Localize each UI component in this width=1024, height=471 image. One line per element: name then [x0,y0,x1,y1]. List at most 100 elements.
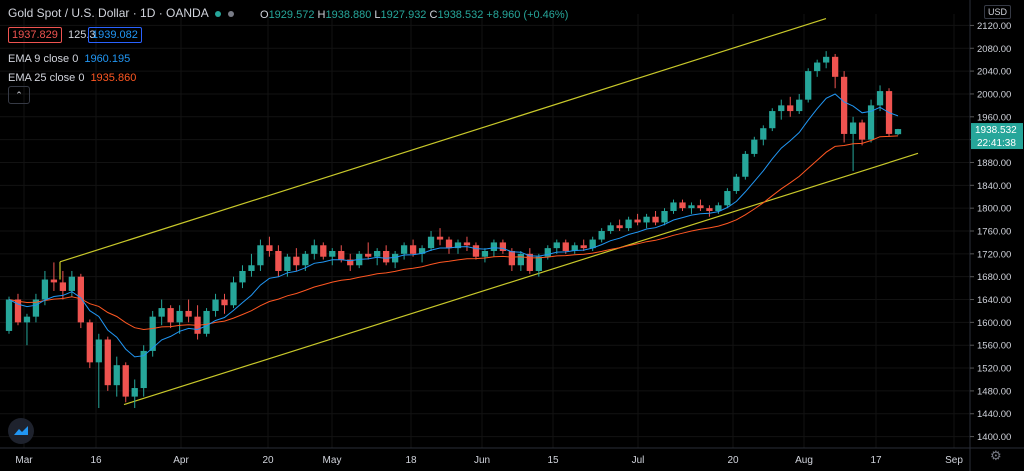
candle-body [418,248,426,254]
price-tick-label: 1960.00 [977,112,1011,123]
last-price-tag-bg [971,123,1023,150]
candle-body [140,350,147,389]
candle-body [760,128,767,140]
market-status-icon [215,10,222,17]
candle-body [230,282,237,306]
candle-body [427,236,435,249]
ema25-label: EMA 25 close 0 [8,72,85,84]
candle-body [50,279,58,283]
currency-label[interactable]: USD [984,5,1012,19]
chevron-up-icon[interactable]: ⌃ [8,86,30,104]
buy-price-button[interactable]: 1939.082 [88,27,142,43]
candle-body [580,245,587,249]
candle-body [77,276,84,323]
candle-body [302,253,309,266]
countdown-label: 22:41:38 [977,138,1016,149]
candle-body [472,245,480,257]
last-price-label: 1938.532 [975,125,1017,136]
time-axis[interactable]: Mar 16 Apr 20 May 18 Jun 15 Jul 20 Aug 17 Sep [0,447,1024,466]
time-tick-label: 20 [262,455,274,466]
candle-body [32,299,40,317]
price-tick-label: 1560.00 [977,341,1011,352]
candle-body [571,245,578,251]
candle-body [616,225,623,229]
price-tick-label: 2040.00 [977,67,1011,78]
candle-body [751,139,758,154]
price-tick-label: 2080.00 [977,44,1011,55]
candle-body [293,256,300,266]
channel-lower-line [123,152,919,406]
gear-icon[interactable]: ⚙ [990,448,1002,463]
time-tick-label: 17 [870,455,882,466]
time-tick-label: May [323,455,342,466]
candle-body [248,265,255,271]
candle-body [670,202,677,212]
candle-body [481,250,489,257]
price-tick-label: 1760.00 [977,227,1011,238]
candle-body [275,250,282,271]
candle-body [409,245,417,254]
ema25-line [8,135,899,331]
candle-body [733,176,740,192]
candle-body [796,99,803,112]
time-tick-label: Jun [474,455,490,466]
tradingview-logo-icon[interactable] [8,418,34,444]
data-status-icon [227,10,234,17]
candle-body [652,216,659,223]
candle-body [338,250,345,260]
ema-lines [8,93,899,358]
candle-body [490,242,498,251]
candle-body [526,253,533,271]
time-tick-label: 20 [727,455,739,466]
candle-body [894,129,902,135]
candle-body [553,242,560,249]
high-value: 1938.880 [325,9,372,21]
ema9-value: 1960.195 [84,53,131,65]
candle-body [23,316,31,323]
trend-channel[interactable] [59,17,919,406]
candle-body [598,231,605,240]
price-tick-label: 2000.00 [977,89,1011,100]
candle-body [365,253,372,257]
time-tick-label: Jul [632,455,645,466]
candle-body [266,245,273,251]
candle-body [239,270,246,283]
candle-body [203,310,210,334]
price-axis[interactable]: 1400.00 1440.00 1480.00 1520.00 1560.00 1600.… [969,0,1011,471]
ema9-legend[interactable]: EMA 9 close 0 1960.195 [8,53,130,65]
candle-body [688,205,695,209]
close-label: C [429,9,438,21]
ema25-value: 1935.860 [90,72,137,84]
candle-body [562,242,569,251]
candle-body [849,122,857,134]
high-label: H [317,9,326,21]
close-value: 1938.532 [437,9,484,21]
candle-body [383,250,390,263]
candle-body [769,111,776,129]
price-tick-label: 2120.00 [977,21,1011,32]
ema9-label: EMA 9 close 0 [8,53,79,65]
candle-body [778,105,785,112]
candle-body [86,322,93,363]
symbol-header[interactable]: Gold Spot / U.S. Dollar · 1D · OANDA [8,6,234,20]
candle-body [257,245,264,266]
price-tick-label: 1600.00 [977,318,1011,329]
ema25-legend[interactable]: EMA 25 close 0 1935.860 [8,72,136,84]
sell-price-button[interactable]: 1937.829 [8,27,62,43]
time-tick-label: Mar [15,455,33,466]
candle-body [5,299,13,331]
candle-body [68,276,76,291]
ema9-line [8,93,899,358]
candle-body [814,62,821,72]
candle-body [212,299,219,311]
candle-body [400,245,408,254]
candle-body [463,242,471,246]
candle-body [679,202,686,209]
candle-body [535,256,542,271]
low-value: 1927.932 [380,9,427,21]
candle-body [158,308,165,317]
price-tick-label: 1880.00 [977,158,1011,169]
change-value: +8.960 (+0.46%) [486,9,569,21]
time-tick-label: 18 [405,455,417,466]
